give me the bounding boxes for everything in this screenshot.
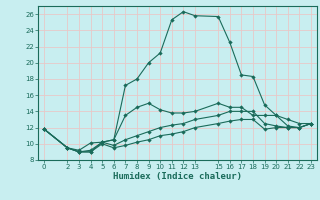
X-axis label: Humidex (Indice chaleur): Humidex (Indice chaleur): [113, 172, 242, 181]
